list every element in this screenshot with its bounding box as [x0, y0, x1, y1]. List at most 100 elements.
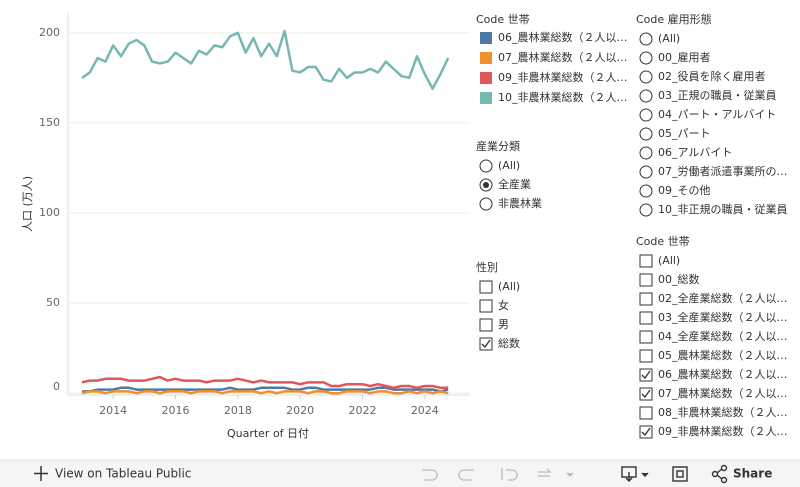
- legend-swatch: [480, 32, 492, 44]
- series-line: [81, 390, 449, 395]
- share-button[interactable]: Share: [733, 467, 772, 481]
- radio: [479, 197, 493, 211]
- checkbox: [639, 368, 653, 382]
- filter-option[interactable]: 04_全産業総数（２人以…: [639, 329, 788, 344]
- filter-option[interactable]: 06_農林業総数（２人以…: [639, 367, 788, 382]
- y-tick-label: 0: [53, 380, 60, 393]
- checkmark: [641, 389, 651, 399]
- filter-option[interactable]: 07_労働者派遣事業所の…: [639, 164, 788, 179]
- checkbox: [639, 311, 653, 325]
- filter-option[interactable]: 02_役員を除く雇用者: [639, 69, 766, 84]
- filter-option-label: 03_正規の職員・従業員: [658, 88, 777, 102]
- filter-title: Code 世帯: [636, 235, 690, 248]
- view-on-tableau[interactable]: View on Tableau Public: [55, 467, 191, 481]
- radio: [639, 127, 653, 141]
- checkbox: [639, 254, 653, 268]
- y-tick-label: 200: [39, 26, 60, 39]
- filter-option-label: 04_パート・アルバイト: [658, 108, 776, 121]
- filter-option-label: 04_全産業総数（２人以…: [658, 329, 788, 343]
- filter-option[interactable]: 04_パート・アルバイト: [639, 108, 776, 122]
- filter-option-label: 02_全産業総数（２人以…: [658, 291, 788, 305]
- filter-option[interactable]: 08_非農林業総数（２人…: [639, 405, 788, 420]
- filter-option-label: 全産業: [498, 177, 531, 191]
- checkmark: [481, 339, 491, 349]
- filter-option-label: 10_非正規の職員・従業員: [658, 202, 788, 216]
- checkbox: [639, 273, 653, 287]
- filter-option-label: 09_その他: [658, 184, 711, 197]
- checkbox: [479, 337, 493, 351]
- filter-option-label: 05_パート: [658, 127, 711, 140]
- filter-option-label: 06_農林業総数（２人以…: [658, 367, 788, 381]
- filter-option-label: 総数: [498, 336, 520, 350]
- filter-option[interactable]: 10_非正規の職員・従業員: [639, 202, 788, 217]
- toolbar-actions[interactable]: [621, 464, 728, 484]
- filter-option-label: 06_アルバイト: [658, 146, 732, 159]
- radio: [639, 146, 653, 160]
- x-tick-label: 2016: [162, 404, 190, 417]
- filter-option-label: 女: [498, 298, 509, 312]
- filter-option[interactable]: 05_農林業総数（２人以…: [639, 348, 788, 363]
- legend-label: 10_非農林業総数（２人…: [498, 90, 628, 104]
- legend-label: 06_農林業総数（２人以…: [498, 30, 628, 44]
- radio-dot: [483, 182, 489, 188]
- legend-swatch: [480, 72, 492, 84]
- filter-option[interactable]: 02_全産業総数（２人以…: [639, 291, 788, 306]
- x-tick-label: 2014: [99, 404, 127, 417]
- checkmark: [641, 427, 651, 437]
- legend-swatch: [480, 92, 492, 104]
- filter-option[interactable]: 07_農林業総数（２人以…: [639, 386, 788, 401]
- series-line: [82, 386, 449, 393]
- filter-option[interactable]: 06_アルバイト: [639, 146, 732, 160]
- filter-option[interactable]: 05_パート: [639, 127, 711, 141]
- legend-label: 09_非農林業総数（２人…: [498, 70, 628, 84]
- filter-title: 性別: [476, 260, 498, 274]
- checkbox: [639, 349, 653, 363]
- filter-option-label: (All): [658, 32, 680, 45]
- filter-option[interactable]: 非農林業: [479, 196, 542, 211]
- filter-title: Code 雇用形態: [636, 12, 712, 26]
- filter-option-label: 男: [498, 318, 509, 331]
- filter-option[interactable]: 全産業: [479, 177, 531, 192]
- radio: [639, 89, 653, 103]
- radio: [479, 159, 493, 173]
- radio: [639, 70, 653, 84]
- x-tick-label: 2022: [348, 404, 376, 417]
- legend-title: Code 世帯: [476, 13, 530, 26]
- radio: [639, 184, 653, 198]
- filter-option[interactable]: 00_総数: [639, 272, 700, 287]
- filter-option-label: 03_全産業総数（２人以…: [658, 310, 788, 324]
- filter-option[interactable]: 09_その他: [639, 184, 711, 198]
- filter-option[interactable]: 03_正規の職員・従業員: [639, 88, 777, 103]
- checkbox: [479, 299, 493, 313]
- radio: [639, 108, 653, 122]
- filter-option[interactable]: 09_非農林業総数（２人…: [639, 424, 788, 439]
- filter-option[interactable]: 女: [479, 298, 509, 313]
- checkbox: [639, 406, 653, 420]
- checkbox: [639, 387, 653, 401]
- checkbox: [639, 330, 653, 344]
- filter-option[interactable]: (All): [639, 32, 680, 46]
- filter-option[interactable]: (All): [479, 159, 520, 173]
- filter-title: 産業分類: [476, 140, 520, 153]
- filter-option[interactable]: (All): [639, 254, 680, 268]
- filter-option-label: 05_農林業総数（２人以…: [658, 348, 788, 362]
- filter-option[interactable]: 00_雇用者: [639, 50, 711, 65]
- legend-label: 07_農林業総数（２人以…: [498, 50, 628, 64]
- series-line: [81, 375, 449, 390]
- checkbox: [479, 280, 493, 294]
- filter-option-label: 07_労働者派遣事業所の…: [658, 164, 788, 178]
- filter-option[interactable]: 総数: [479, 336, 520, 351]
- filter-option[interactable]: 03_全産業総数（２人以…: [639, 310, 788, 325]
- filter-option[interactable]: (All): [479, 280, 520, 294]
- series-line: [81, 29, 450, 90]
- y-axis-label: 人口 (万人): [21, 176, 34, 232]
- filter-option-label: 02_役員を除く雇用者: [658, 69, 766, 83]
- filter-option-label: 09_非農林業総数（２人…: [658, 424, 788, 438]
- x-tick-label: 2018: [224, 404, 252, 417]
- tableau-icon: [34, 466, 48, 481]
- filter-option[interactable]: 男: [479, 318, 509, 332]
- filter-option-label: 非農林業: [498, 196, 542, 210]
- filter-option-label: (All): [498, 280, 520, 293]
- y-tick-label: 150: [39, 116, 60, 129]
- checkbox: [479, 318, 493, 332]
